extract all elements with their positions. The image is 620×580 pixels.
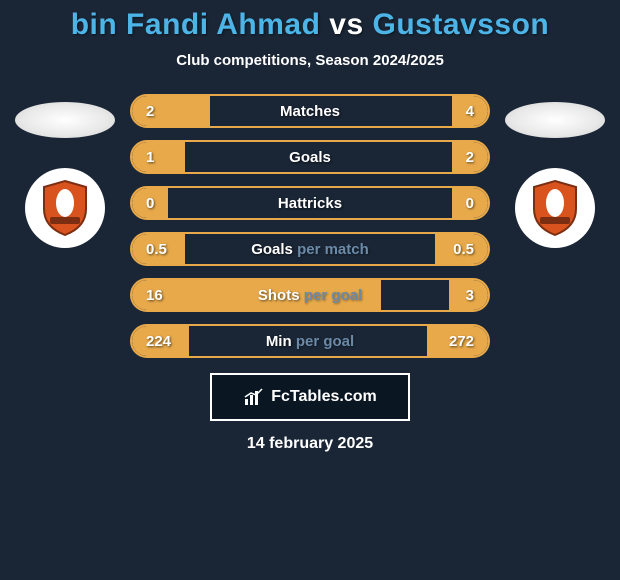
stat-label-primary: Min <box>266 333 296 350</box>
stat-label-secondary: per goal <box>304 287 362 304</box>
player1-avatar-placeholder <box>15 102 115 138</box>
main-content: 24Matches 12Goals 00Hattricks 0.50.5Goals p… <box>0 94 620 358</box>
chart-icon <box>243 387 265 407</box>
player1-club-badge <box>25 168 105 248</box>
stat-label-primary: Shots <box>258 287 304 304</box>
stat-label: Hattricks <box>132 195 488 212</box>
stat-label-primary: Goals <box>289 149 331 166</box>
vs-text: vs <box>329 8 363 41</box>
stat-label: Shots per goal <box>132 287 488 304</box>
stat-label-secondary: per goal <box>296 333 354 350</box>
shield-icon <box>530 179 580 237</box>
stat-label-primary: Goals <box>251 241 297 258</box>
stat-label-secondary: per match <box>297 241 369 258</box>
comparison-title: bin Fandi Ahmad vs Gustavsson <box>0 8 620 42</box>
stat-row: 224272Min per goal <box>130 324 490 358</box>
stat-label-primary: Matches <box>280 103 340 120</box>
stat-row: 0.50.5Goals per match <box>130 232 490 266</box>
player2-name: Gustavsson <box>373 8 550 41</box>
player1-column <box>15 94 115 248</box>
stat-label: Matches <box>132 103 488 120</box>
player2-club-badge <box>515 168 595 248</box>
player2-column <box>505 94 605 248</box>
stat-label-primary: Hattricks <box>278 195 342 212</box>
shield-icon <box>40 179 90 237</box>
stat-label: Min per goal <box>132 333 488 350</box>
brand-box[interactable]: FcTables.com <box>210 373 410 421</box>
player2-avatar-placeholder <box>505 102 605 138</box>
date-text: 14 february 2025 <box>0 435 620 453</box>
stats-column: 24Matches 12Goals 00Hattricks 0.50.5Goals p… <box>130 94 490 358</box>
brand-text: FcTables.com <box>271 388 377 406</box>
stat-label: Goals per match <box>132 241 488 258</box>
stat-row: 12Goals <box>130 140 490 174</box>
player1-name: bin Fandi Ahmad <box>71 8 321 41</box>
stat-row: 24Matches <box>130 94 490 128</box>
stat-label: Goals <box>132 149 488 166</box>
stat-row: 00Hattricks <box>130 186 490 220</box>
subtitle: Club competitions, Season 2024/2025 <box>0 52 620 69</box>
stat-row: 163Shots per goal <box>130 278 490 312</box>
